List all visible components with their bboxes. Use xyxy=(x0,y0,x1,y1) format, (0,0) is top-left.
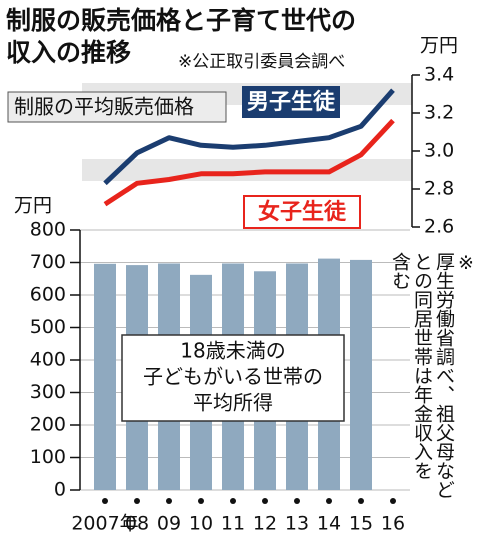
chart-label: 平均所得 xyxy=(193,391,273,415)
source-note: 厚生労働省調べ、祖父母など xyxy=(433,252,455,499)
y-tick-label: 700 xyxy=(30,251,66,273)
source-note: ※ xyxy=(455,252,477,274)
x-tick-label: 16 xyxy=(381,513,405,535)
y-unit: 万円 xyxy=(14,195,52,217)
bar xyxy=(350,259,372,490)
x-tick-label: 12 xyxy=(253,513,277,535)
y-tick-label: 3.0 xyxy=(424,140,454,162)
tick-dot xyxy=(198,498,204,504)
y-tick-label: 400 xyxy=(30,349,66,371)
x-tick-label: 14 xyxy=(317,513,341,535)
y-tick-label: 300 xyxy=(30,381,66,403)
x-tick-label: 09 xyxy=(157,513,181,535)
tick-dot xyxy=(262,498,268,504)
legend-box xyxy=(242,86,340,118)
chart-title: 制服の販売価格と子育て世代の xyxy=(6,6,356,35)
x-tick-label: 10 xyxy=(189,513,213,535)
source-note: 含む xyxy=(389,252,411,290)
y-tick-label: 800 xyxy=(30,219,66,241)
x-tick-label: 2007年 xyxy=(71,513,138,535)
tick-dot xyxy=(166,498,172,504)
band xyxy=(82,159,412,181)
legend-label: 男子生徒 xyxy=(247,89,336,115)
legend-box xyxy=(243,195,361,229)
x-tick-label: 15 xyxy=(349,513,373,535)
label-box xyxy=(121,334,345,422)
x-tick-label: 11 xyxy=(221,513,245,535)
tick-dot xyxy=(358,498,364,504)
y-tick-label: 200 xyxy=(30,414,66,436)
y-tick-label: 600 xyxy=(30,284,66,306)
x-tick-label: 13 xyxy=(285,513,309,535)
source-note: ※公正取引委員会調べ xyxy=(178,52,345,72)
legend-label: 女子生徒 xyxy=(258,199,347,225)
chart-title: 収入の推移 xyxy=(6,38,131,67)
y-tick-label: 3.4 xyxy=(424,64,454,86)
line xyxy=(103,118,395,207)
y-tick-label: 3.2 xyxy=(424,102,454,124)
y-tick-label: 2.6 xyxy=(424,216,454,238)
x-tick-label: 08 xyxy=(125,513,149,535)
bar xyxy=(94,263,116,490)
line xyxy=(103,88,395,186)
y-tick-label: 2.8 xyxy=(424,178,454,200)
tick-dot xyxy=(102,498,108,504)
source-note: との同居世帯は年金収入を xyxy=(411,252,433,480)
tick-dot xyxy=(294,498,300,504)
tick-dot xyxy=(390,498,396,504)
y-tick-label: 0 xyxy=(54,479,66,501)
tick-dot xyxy=(134,498,140,504)
tick-dot xyxy=(230,498,236,504)
chart-label: 子どもがいる世帯の xyxy=(143,365,323,389)
y-tick-label: 500 xyxy=(30,316,66,338)
chart-label: 制服の平均販売価格 xyxy=(14,95,194,119)
tick-dot xyxy=(326,498,332,504)
chart-label: 18歳未満の xyxy=(180,339,285,363)
y-unit: 万円 xyxy=(420,35,458,57)
label-box xyxy=(7,91,227,123)
y-tick-label: 100 xyxy=(30,446,66,468)
